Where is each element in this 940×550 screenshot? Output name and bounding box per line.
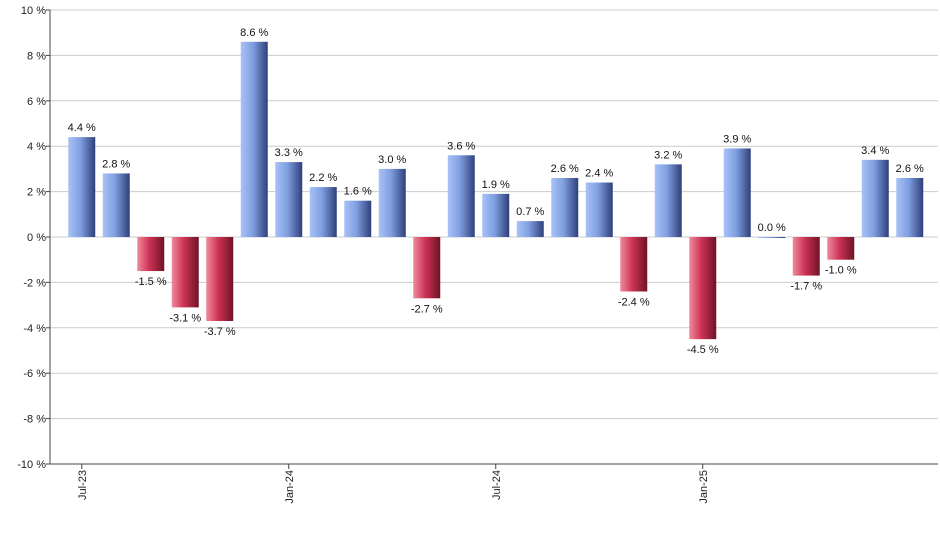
bar xyxy=(896,177,924,237)
data-label: 2.2 % xyxy=(309,172,337,184)
data-label: -1.0 % xyxy=(825,265,857,277)
bar xyxy=(413,237,441,299)
bar xyxy=(309,187,337,237)
data-label: 1.6 % xyxy=(344,186,372,198)
bar xyxy=(275,162,303,237)
data-label: -2.7 % xyxy=(411,303,443,315)
data-label: 0.0 % xyxy=(758,222,786,234)
bar xyxy=(723,148,751,237)
y-tick-label: 6 % xyxy=(27,96,46,108)
bar xyxy=(447,155,475,237)
data-label: 3.0 % xyxy=(378,154,406,166)
y-tick-label: -2 % xyxy=(23,277,46,289)
y-tick-label: 2 % xyxy=(27,187,46,199)
bar xyxy=(792,237,820,276)
data-label: 3.4 % xyxy=(861,145,889,157)
x-tick-label: Jan-24 xyxy=(284,470,296,504)
bar xyxy=(620,237,648,292)
data-label: 4.4 % xyxy=(68,122,96,134)
bar xyxy=(516,221,544,237)
data-label: 3.6 % xyxy=(447,140,475,152)
bar xyxy=(378,168,406,237)
axes: 10 % 8 % 6 % 4 % 2 % 0 % -2 % -4 % -6 % -8 % -10 %… xyxy=(17,5,938,504)
bar xyxy=(758,237,786,238)
data-label: 2.8 % xyxy=(102,158,130,170)
bar xyxy=(827,237,855,260)
data-label: -3.7 % xyxy=(204,326,236,338)
data-label: 2.6 % xyxy=(551,163,579,175)
x-tick-label: Jul-23 xyxy=(77,470,89,500)
data-labels: 4.4 % 2.8 % -1.5 % -3.1 %-3.7 % 8.6 % 3.3 % 2.… xyxy=(68,27,924,356)
data-label: 2.6 % xyxy=(896,163,924,175)
bar xyxy=(861,159,889,237)
bar xyxy=(206,237,234,321)
data-label: 3.9 % xyxy=(723,133,751,145)
data-label: 1.9 % xyxy=(482,179,510,191)
bar xyxy=(482,193,510,237)
y-tick-label: 4 % xyxy=(27,141,46,153)
data-label: 3.3 % xyxy=(275,147,303,159)
data-label: -3.1 % xyxy=(169,312,201,324)
data-label: 8.6 % xyxy=(240,27,268,39)
bar xyxy=(102,173,130,237)
data-label: 3.2 % xyxy=(654,149,682,161)
data-label: 0.7 % xyxy=(516,206,544,218)
y-tick-label: 0 % xyxy=(27,232,46,244)
y-tick-label: -4 % xyxy=(23,323,46,335)
bar xyxy=(240,41,268,237)
bar xyxy=(585,182,613,237)
x-tick-label: Jul-24 xyxy=(491,470,503,500)
data-label: -1.5 % xyxy=(135,276,167,288)
y-tick-label: -8 % xyxy=(23,414,46,426)
y-tick-label: 10 % xyxy=(21,5,46,17)
bar xyxy=(171,237,199,308)
data-label: 2.4 % xyxy=(585,168,613,180)
data-label: -4.5 % xyxy=(687,344,719,356)
bar xyxy=(137,237,165,272)
bar xyxy=(654,164,682,237)
bar xyxy=(689,237,717,340)
y-tick-label: -6 % xyxy=(23,368,46,380)
x-tick-label: Jan-25 xyxy=(698,470,710,504)
bar xyxy=(551,177,579,237)
bars xyxy=(68,41,924,340)
y-tick-label: 8 % xyxy=(27,50,46,62)
y-tick-label: -10 % xyxy=(17,459,46,471)
bar xyxy=(68,137,96,237)
data-label: -1.7 % xyxy=(790,281,822,293)
bar xyxy=(344,200,372,237)
data-label: -2.4 % xyxy=(618,296,650,308)
